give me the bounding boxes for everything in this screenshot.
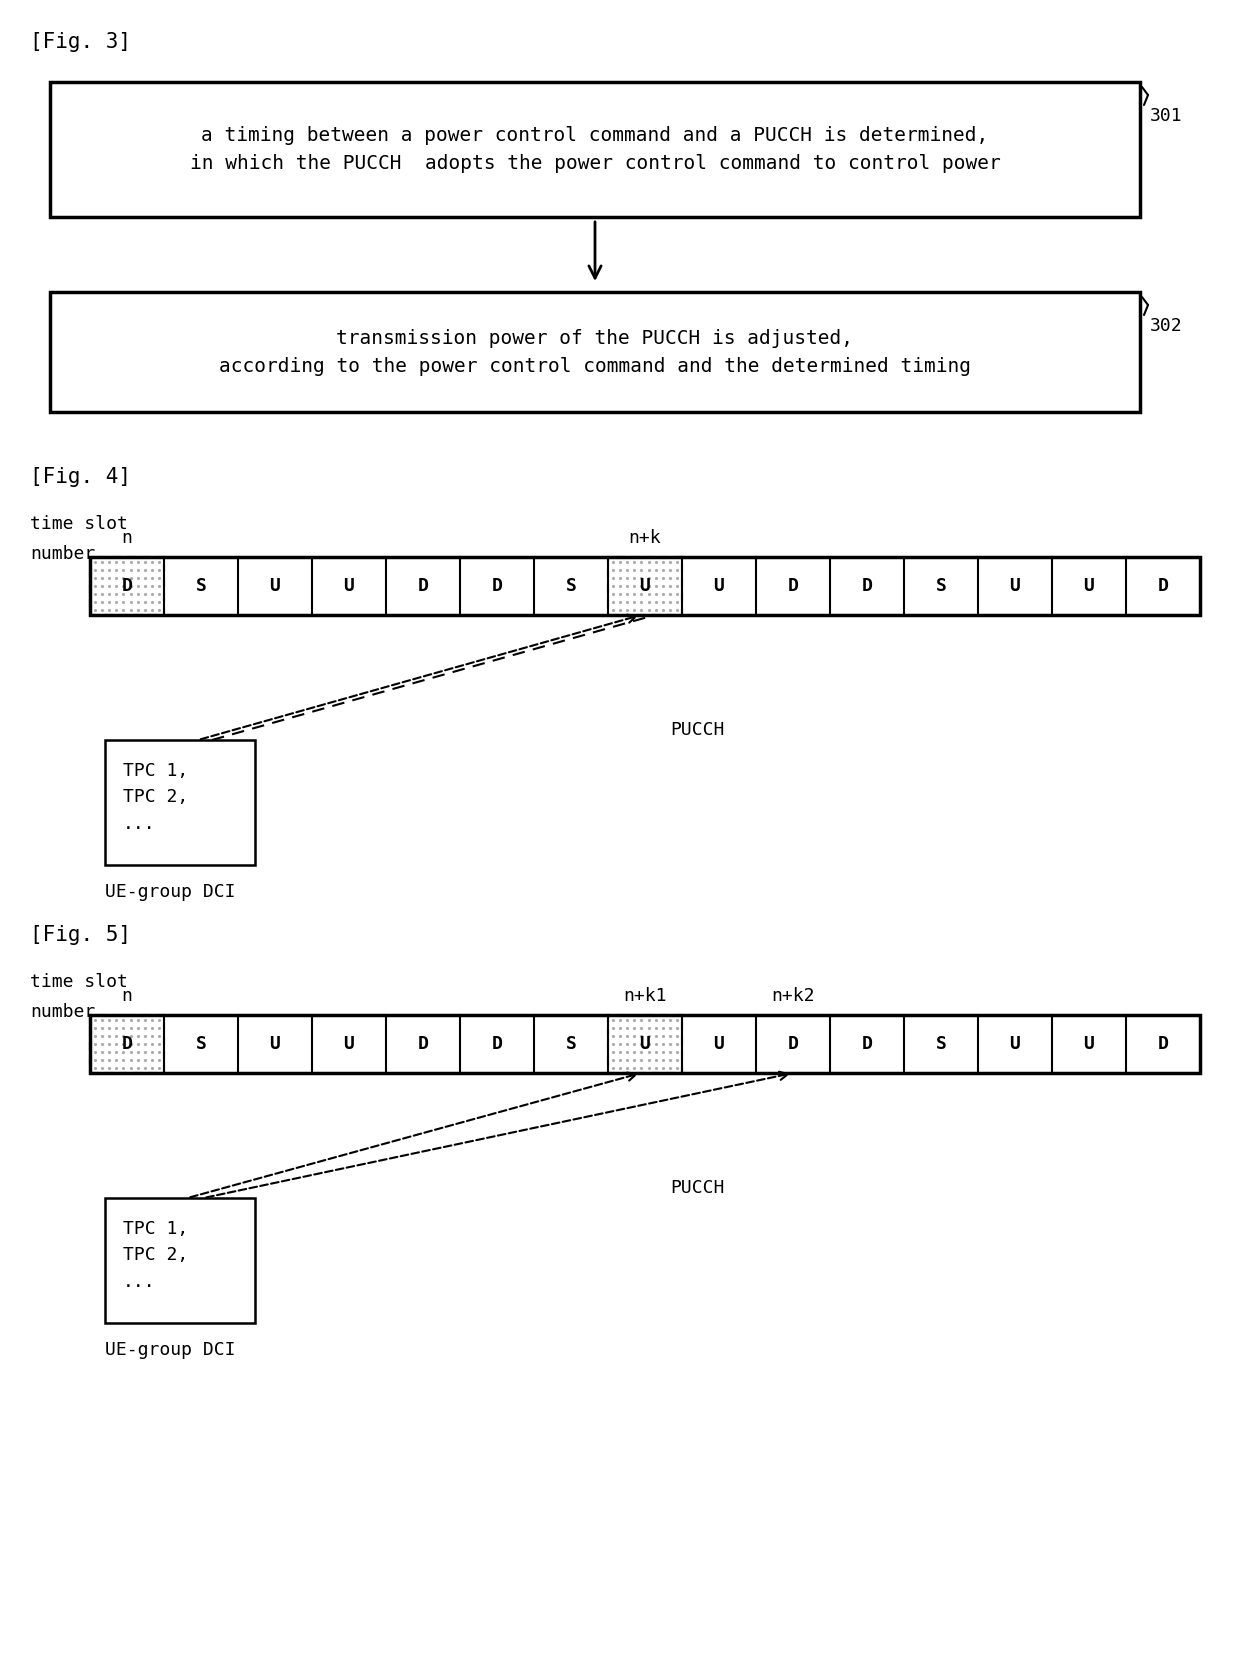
Text: U: U (640, 578, 651, 594)
Text: U: U (1009, 1034, 1021, 1053)
Text: 301: 301 (1149, 107, 1183, 124)
Text: U: U (640, 1034, 651, 1053)
Text: a timing between a power control command and a PUCCH is determined,
in which the: a timing between a power control command… (190, 126, 1001, 173)
Text: S: S (935, 1034, 946, 1053)
Text: UE-group DCI: UE-group DCI (105, 883, 236, 902)
Text: TPC 1,
TPC 2,
...: TPC 1, TPC 2, ... (123, 762, 188, 833)
Text: transmission power of the PUCCH is adjusted,
according to the power control comm: transmission power of the PUCCH is adjus… (219, 329, 971, 376)
Text: n+k2: n+k2 (771, 987, 815, 1006)
Text: PUCCH: PUCCH (670, 720, 724, 739)
Text: S: S (196, 578, 206, 594)
Text: number: number (30, 546, 95, 562)
Text: U: U (343, 578, 355, 594)
Text: n: n (122, 529, 133, 547)
Text: D: D (1158, 1034, 1168, 1053)
Text: U: U (269, 578, 280, 594)
Text: S: S (565, 578, 577, 594)
Bar (105, 740, 255, 865)
Text: D: D (122, 578, 133, 594)
Bar (105, 1199, 255, 1323)
Bar (91, 557, 164, 615)
Text: D: D (418, 1034, 429, 1053)
Text: D: D (787, 1034, 799, 1053)
Text: U: U (1009, 578, 1021, 594)
Text: [Fig. 3]: [Fig. 3] (30, 32, 131, 52)
Text: U: U (1084, 578, 1095, 594)
Text: D: D (1158, 578, 1168, 594)
Text: TPC 1,
TPC 2,
...: TPC 1, TPC 2, ... (123, 1221, 188, 1291)
Text: D: D (122, 1034, 133, 1053)
Text: S: S (196, 1034, 206, 1053)
Bar (50, 292, 1140, 411)
Text: n: n (122, 987, 133, 1006)
Text: D: D (787, 578, 799, 594)
Text: D: D (862, 578, 873, 594)
Bar (608, 1016, 682, 1073)
Text: time slot: time slot (30, 515, 128, 532)
Bar (91, 557, 1200, 615)
Text: S: S (565, 1034, 577, 1053)
Text: U: U (713, 1034, 724, 1053)
Text: U: U (713, 578, 724, 594)
Text: n+k: n+k (629, 529, 661, 547)
Text: U: U (343, 1034, 355, 1053)
Text: U: U (269, 1034, 280, 1053)
Text: [Fig. 5]: [Fig. 5] (30, 925, 131, 945)
Bar (91, 1016, 1200, 1073)
Text: D: D (491, 578, 502, 594)
Bar (91, 1016, 164, 1073)
Text: D: D (862, 1034, 873, 1053)
Bar (608, 557, 682, 615)
Text: [Fig. 4]: [Fig. 4] (30, 467, 131, 487)
Text: 302: 302 (1149, 317, 1183, 336)
Text: U: U (1084, 1034, 1095, 1053)
Text: D: D (418, 578, 429, 594)
Text: UE-group DCI: UE-group DCI (105, 1342, 236, 1358)
Bar (50, 82, 1140, 217)
Text: D: D (491, 1034, 502, 1053)
Text: n+k1: n+k1 (624, 987, 667, 1006)
Text: number: number (30, 1002, 95, 1021)
Text: PUCCH: PUCCH (670, 1179, 724, 1197)
Text: S: S (935, 578, 946, 594)
Text: time slot: time slot (30, 974, 128, 991)
